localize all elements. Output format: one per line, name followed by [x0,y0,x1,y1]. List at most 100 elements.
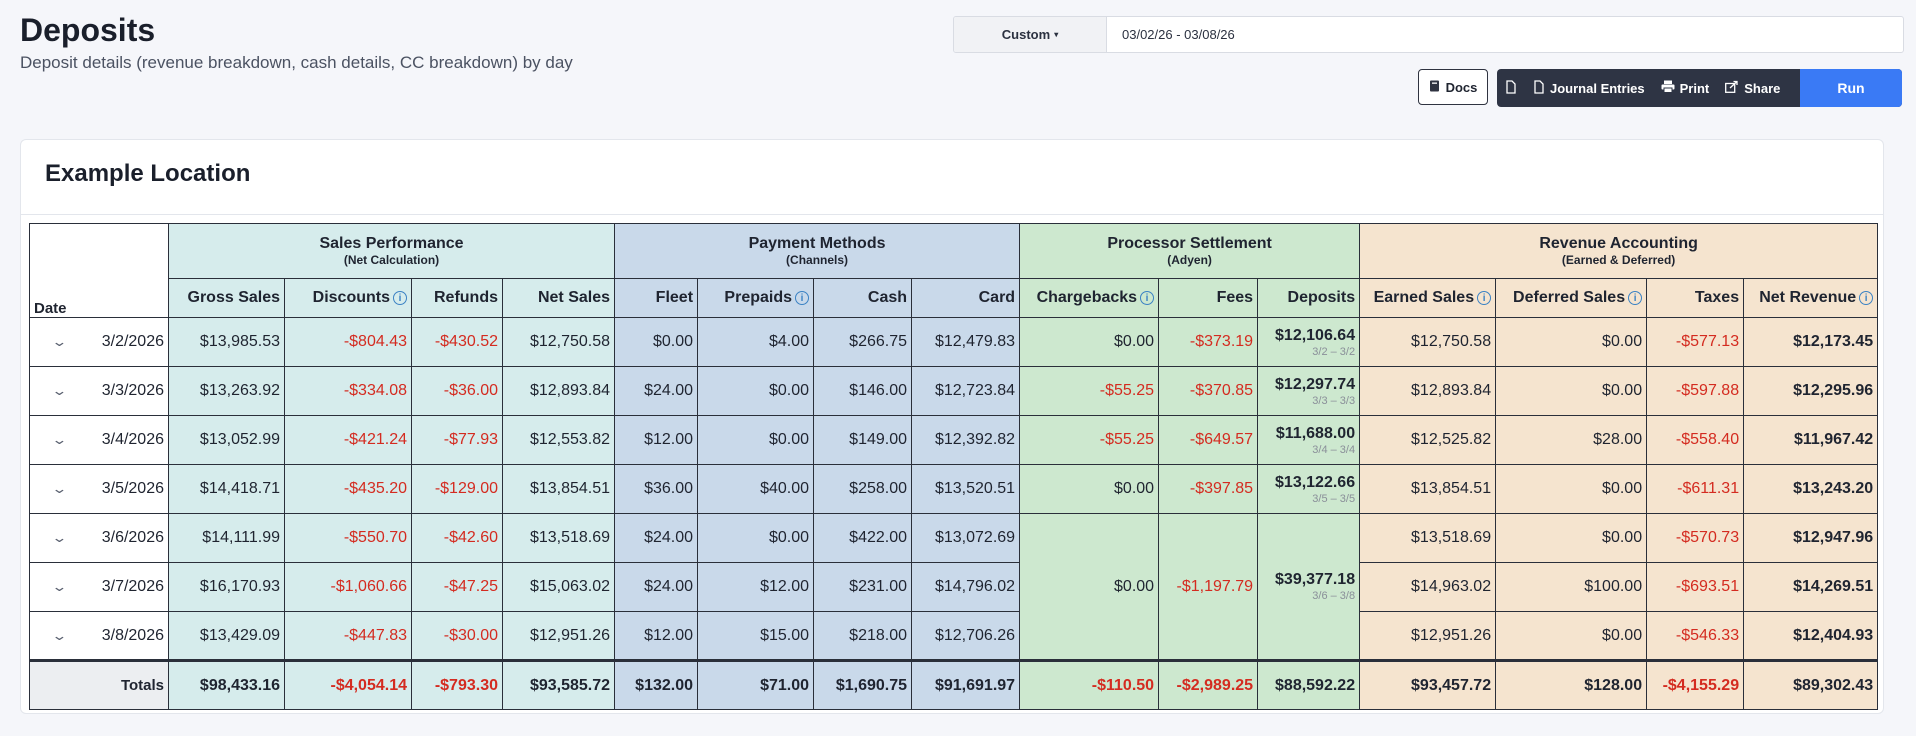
fleet-cell: $24.00 [614,366,699,416]
discounts-cell: -$447.83 [284,611,412,661]
fees-cell: -$397.85 [1158,464,1259,514]
chevron-down-icon[interactable]: ⌄ [51,579,68,594]
cell-value: $12,951.26 [529,626,611,644]
card-cell: $12,392.82 [911,415,1021,465]
col-net-revenue: Net Revenue i [1743,278,1879,318]
journal-entries-button[interactable]: Journal Entries [1525,69,1653,107]
cell-value: -$55.25 [1099,382,1155,399]
chevron-down-icon[interactable]: ⌄ [51,383,68,398]
column-label: Deposits [1287,289,1356,306]
deferred-sales-cell: $0.00 [1495,513,1648,563]
taxes-cell: -$558.40 [1646,415,1745,465]
date-cell: ⌄ 3/2/2026 [29,317,169,367]
export-button[interactable] [1497,69,1525,107]
date-cell: ⌄ 3/8/2026 [29,611,169,661]
table-body: ⌄ 3/2/2026 $13,985.53 -$804.43 -$430.52 $12,7… [29,317,1879,710]
chargebacks-cell: $0.00 [1019,464,1160,514]
cell-value: $13,429.09 [199,626,280,644]
cell-value: -$435.20 [343,480,407,497]
deposit-amount: $13,122.66 [1275,473,1356,491]
cell-value: $0.00 [1602,480,1643,497]
cell-value: $12,893.84 [1411,382,1492,399]
cell-value: $4.00 [768,333,810,350]
column-label: Cash [867,289,908,306]
deferred-sales-cell: $0.00 [1495,366,1648,416]
total-deposits: $88,592.22 [1257,659,1361,710]
info-icon[interactable]: i [393,291,407,305]
chevron-down-icon[interactable]: ⌄ [51,334,68,349]
print-button[interactable]: Print [1653,69,1718,107]
cell-value: $0.00 [1602,626,1643,644]
cell-value: $14,269.51 [1793,578,1874,595]
total-fees: -$2,989.25 [1158,659,1259,710]
cell-value: -$129.00 [434,480,498,497]
fees-cell: -$1,197.79 [1158,513,1259,661]
cell-value: $13,072.69 [934,529,1016,546]
cell-value: -$447.83 [343,626,407,644]
cell-value: $24.00 [644,382,694,399]
net-revenue-cell: $11,967.42 [1743,415,1879,465]
cell-value: $12,750.58 [529,333,611,350]
info-icon[interactable]: i [1140,291,1155,305]
cell-value: -$546.33 [1675,626,1740,644]
info-icon[interactable]: i [1628,291,1643,305]
deposits-cell: $12,297.74 3/3 – 3/3 [1257,366,1361,416]
table-row: ⌄ 3/2/2026 $13,985.53 -$804.43 -$430.52 $12,7… [29,317,1879,367]
chevron-down-icon[interactable]: ⌄ [51,627,68,643]
cell-value: $13,518.69 [1411,529,1492,546]
run-button[interactable]: Run [1800,69,1902,107]
info-icon[interactable]: i [795,291,810,305]
gross-sales-cell: $16,170.93 [168,562,285,612]
cell-value: $13,854.51 [529,480,611,497]
chargebacks-cell: $0.00 [1019,317,1160,367]
date-column-header: Date [29,223,169,318]
group-subtitle: (Earned & Deferred) [1561,253,1676,267]
deposit-date-range: 3/2 – 3/2 [1312,345,1356,358]
chevron-down-icon[interactable]: ⌄ [51,530,68,545]
deferred-sales-cell: $0.00 [1495,464,1648,514]
column-label: Prepaids [724,289,793,306]
range-type-dropdown[interactable]: Custom ▾ [954,17,1107,52]
journal-entries-label: Journal Entries [1550,80,1645,96]
share-button[interactable]: Share [1717,69,1788,107]
cell-value: $14,418.71 [199,480,280,497]
cell-value: -$397.85 [1189,480,1254,497]
cash-cell: $218.00 [813,611,913,661]
refunds-cell: -$129.00 [411,464,503,514]
range-type-label: Custom [1001,27,1051,42]
cell-value: $0.00 [768,529,810,546]
location-card: Example Location Date Sales Performance … [20,139,1884,714]
cell-value: -$430.52 [434,333,498,350]
cell-value: $0.00 [1114,480,1155,497]
net-sales-cell: $13,854.51 [501,464,616,514]
book-icon [1429,80,1440,95]
info-icon[interactable]: i [1477,291,1492,305]
total-gross-sales: $98,433.16 [168,659,285,710]
cell-value: -$2,989.25 [1176,676,1254,694]
chevron-down-icon[interactable]: ⌄ [51,432,68,447]
cell-value: -$4,054.14 [330,676,407,694]
total-earned-sales: $93,457.72 [1359,659,1497,710]
cell-value: -$804.43 [343,333,407,350]
cell-value: -$1,060.66 [330,578,407,595]
chevron-down-icon[interactable]: ⌄ [51,481,68,496]
refunds-cell: -$47.25 [411,562,503,612]
taxes-cell: -$546.33 [1646,611,1745,661]
info-icon[interactable]: i [1859,291,1874,305]
date-range-input[interactable]: 03/02/26 - 03/08/26 [1122,27,1235,42]
col-chargebacks: Chargebacks i [1019,278,1160,318]
column-label: Card [978,289,1016,306]
table-row: ⌄ 3/7/2026 $16,170.93 -$1,060.66 -$47.25 $15,… [29,562,1879,612]
prepaids-cell: $40.00 [697,464,815,514]
col-gross-sales: Gross Sales [168,278,285,318]
col-discounts: Discounts i [284,278,412,318]
cell-value: $12,404.93 [1793,626,1874,644]
docs-button[interactable]: Docs [1418,69,1488,105]
fees-cell: -$649.57 [1158,415,1259,465]
taxes-cell: -$577.13 [1646,317,1745,367]
cell-value: -$30.00 [443,626,498,644]
deposits-table: Date Sales Performance (Net Calculation)… [29,223,1879,710]
prepaids-cell: $15.00 [697,611,815,661]
cell-value: $0.00 [1114,577,1155,595]
cell-value: $16,170.93 [199,578,280,595]
